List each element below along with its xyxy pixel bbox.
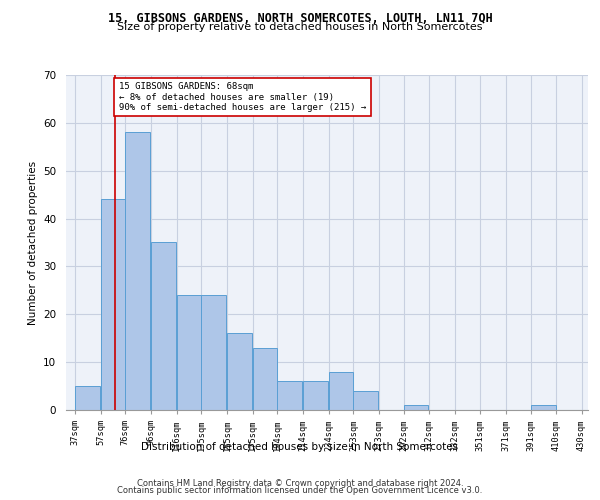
Bar [151,242,176,410]
Bar [277,382,302,410]
Bar [202,295,226,410]
Bar [531,405,556,410]
Bar [75,386,100,410]
Text: Size of property relative to detached houses in North Somercotes: Size of property relative to detached ho… [117,22,483,32]
Bar [177,295,202,410]
Bar [125,132,150,410]
Bar [101,200,125,410]
Y-axis label: Number of detached properties: Number of detached properties [28,160,38,324]
Bar [227,334,251,410]
Bar [353,391,378,410]
Text: Distribution of detached houses by size in North Somercotes: Distribution of detached houses by size … [142,442,458,452]
Text: Contains public sector information licensed under the Open Government Licence v3: Contains public sector information licen… [118,486,482,495]
Text: 15 GIBSONS GARDENS: 68sqm
← 8% of detached houses are smaller (19)
90% of semi-d: 15 GIBSONS GARDENS: 68sqm ← 8% of detach… [119,82,366,112]
Bar [253,348,277,410]
Text: 15, GIBSONS GARDENS, NORTH SOMERCOTES, LOUTH, LN11 7QH: 15, GIBSONS GARDENS, NORTH SOMERCOTES, L… [107,12,493,26]
Bar [404,405,428,410]
Bar [303,382,328,410]
Bar [329,372,353,410]
Text: Contains HM Land Registry data © Crown copyright and database right 2024.: Contains HM Land Registry data © Crown c… [137,478,463,488]
